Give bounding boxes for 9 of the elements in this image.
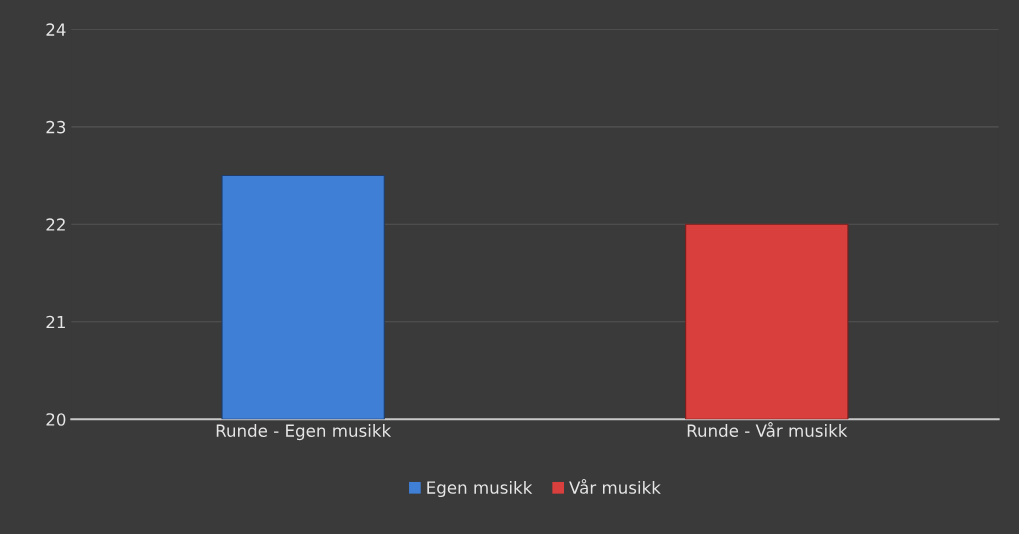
x-tick-label: Runde - Egen musikk [216,424,392,441]
y-tick-label: 24 [46,23,66,36]
legend-label: Egen musikk [427,480,533,498]
y-tick-label: 20 [46,413,66,426]
x-tick-label: Runde - Vår musikk [687,422,848,437]
y-tick-label: 23 [46,120,66,134]
legend-label: Vår musikk [569,479,661,494]
y-tick-label: 21 [46,315,65,329]
y-tick-label: 22 [46,218,65,231]
